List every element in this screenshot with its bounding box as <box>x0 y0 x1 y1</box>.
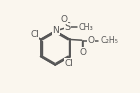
Text: Cl: Cl <box>65 59 74 68</box>
Text: O: O <box>61 15 68 24</box>
Text: O: O <box>88 36 95 45</box>
Text: CH₃: CH₃ <box>79 23 94 32</box>
Text: N: N <box>53 26 59 35</box>
Text: S: S <box>65 22 71 32</box>
Text: O: O <box>80 48 87 57</box>
Text: C₂H₅: C₂H₅ <box>100 36 118 45</box>
Text: Cl: Cl <box>30 30 39 39</box>
